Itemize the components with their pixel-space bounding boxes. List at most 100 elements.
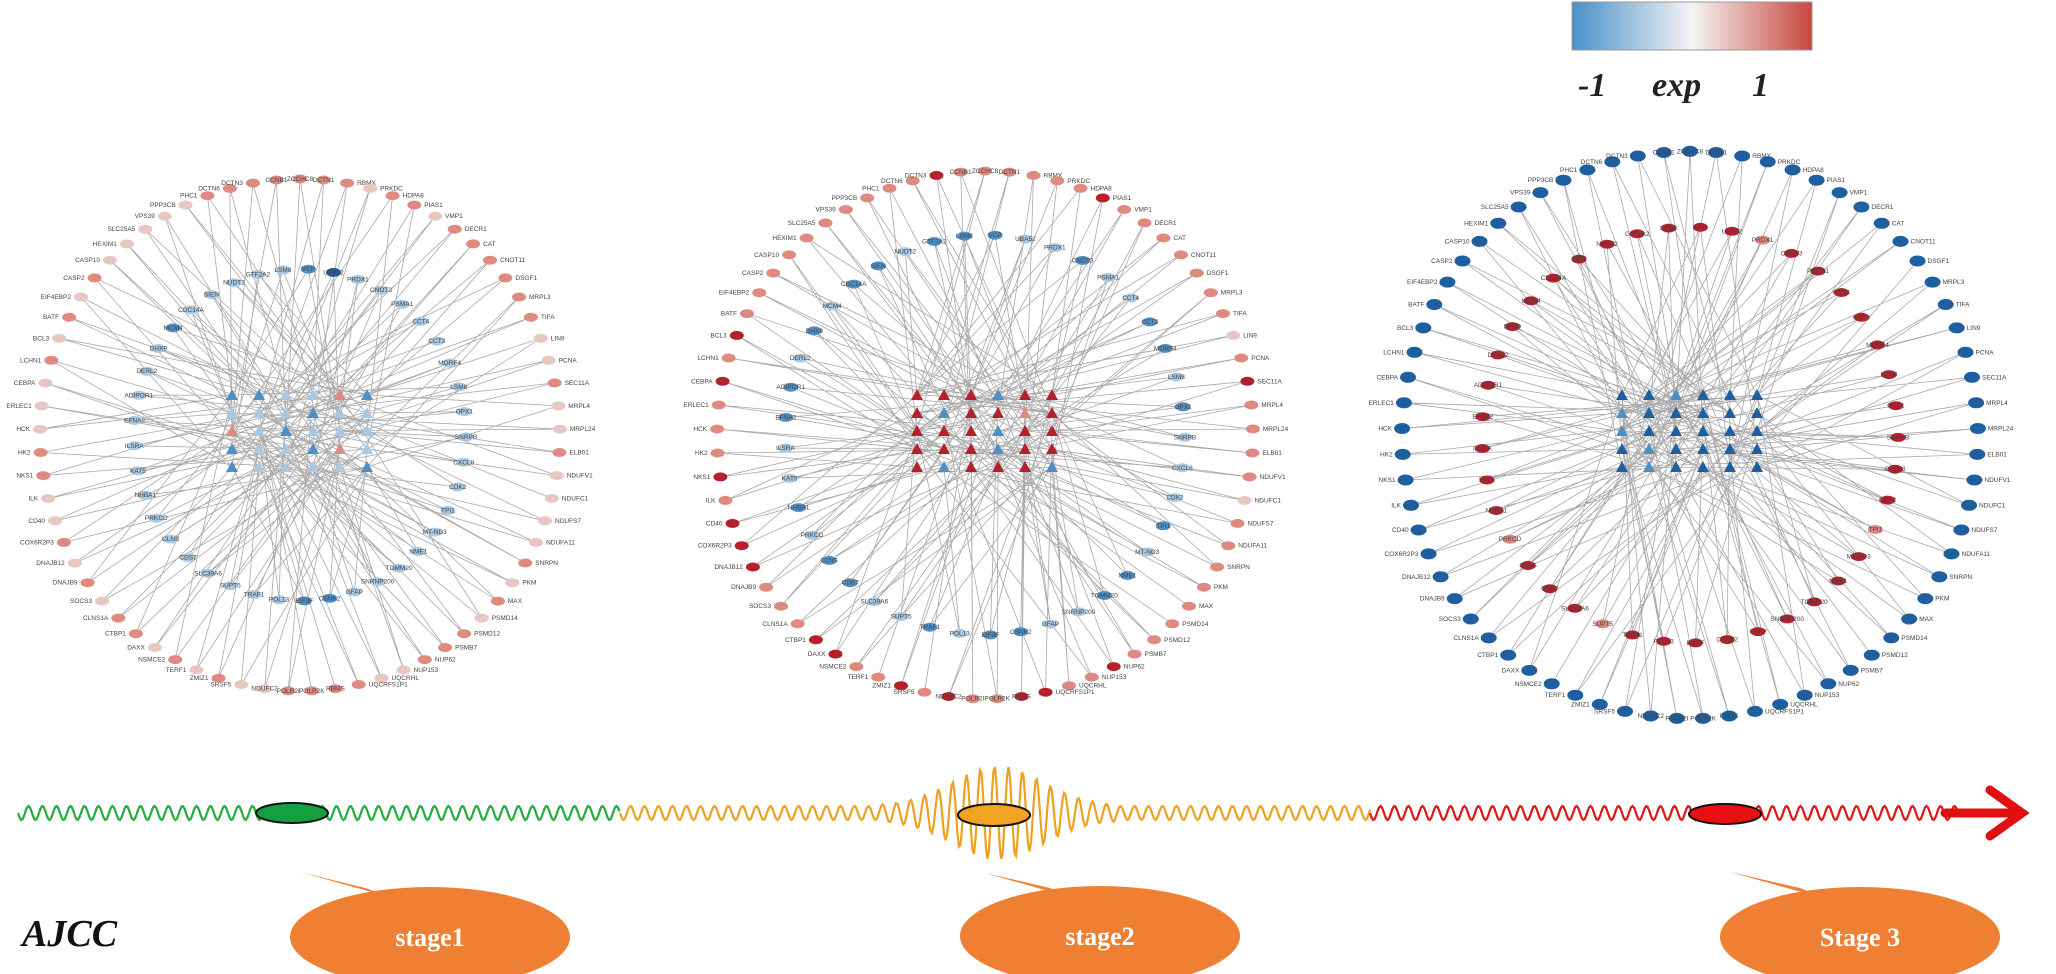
outer-node-ellipse bbox=[1397, 474, 1414, 486]
center-node-triangle bbox=[226, 443, 238, 454]
mid-node-ellipse bbox=[410, 547, 426, 556]
outer-node-label: PSMD12 bbox=[1164, 637, 1190, 644]
outer-node-label: NKS1 bbox=[1379, 477, 1396, 484]
outer-node: CAT bbox=[466, 239, 496, 249]
outer-node-label: ERLEC1 bbox=[6, 403, 32, 410]
center-node-triangle bbox=[965, 461, 977, 472]
outer-node-label: ILK bbox=[28, 496, 38, 503]
center-node-triangle bbox=[911, 443, 923, 454]
outer-node-ellipse bbox=[1084, 672, 1099, 682]
outer-node-label: SEC11A bbox=[565, 380, 590, 387]
outer-node-ellipse bbox=[1695, 712, 1712, 724]
outer-node-label: NDUFV1 bbox=[1260, 474, 1286, 481]
network-edges bbox=[717, 170, 1253, 699]
outer-node-ellipse bbox=[1439, 276, 1456, 288]
mid-node: OPX1 bbox=[1174, 402, 1192, 412]
outer-node-label: SOCS3 bbox=[1439, 616, 1461, 623]
outer-node-label: NUP153 bbox=[1102, 674, 1127, 681]
outer-node: CNOT11 bbox=[483, 255, 526, 265]
center-node-triangle bbox=[1019, 389, 1031, 400]
mid-node-label: KAT5 bbox=[1479, 477, 1495, 484]
outer-node: DECR1 bbox=[447, 224, 487, 234]
outer-node-ellipse bbox=[766, 268, 781, 278]
mid-node-label: LSM8 bbox=[1168, 374, 1185, 381]
outer-node: NDUFC2 bbox=[1638, 710, 1664, 722]
mid-node-ellipse bbox=[1480, 380, 1496, 390]
mid-node-label: MT-ND3 bbox=[1847, 554, 1872, 561]
mid-node: TOMM20 bbox=[1801, 597, 1828, 607]
mid-node: ILSRA bbox=[1473, 444, 1492, 453]
center-node-triangle bbox=[280, 443, 292, 454]
outer-node: HCK bbox=[693, 424, 725, 434]
mid-node-ellipse bbox=[1017, 234, 1033, 244]
outer-node-ellipse bbox=[1784, 164, 1801, 176]
mid-node-ellipse bbox=[777, 443, 793, 453]
timeline-stage3-wave bbox=[1368, 804, 1961, 822]
mid-node-label: CLNS bbox=[1519, 563, 1537, 570]
outer-node: PIAS1 bbox=[1095, 193, 1132, 203]
outer-node: PIAS1 bbox=[1808, 174, 1845, 186]
outer-node: HDPA8 bbox=[1073, 183, 1112, 193]
mid-node-label: EIF3F bbox=[296, 598, 314, 605]
center-node-triangle bbox=[1670, 425, 1682, 436]
outer-node: TIFA bbox=[1216, 309, 1247, 319]
outer-node-ellipse bbox=[552, 424, 567, 434]
mid-node: GFAP bbox=[346, 587, 363, 597]
outer-node-ellipse bbox=[990, 694, 1005, 704]
outer-node: POLR2K bbox=[1690, 712, 1717, 724]
outer-node: COX6R2P3 bbox=[1385, 548, 1437, 560]
center-node-triangle bbox=[226, 425, 238, 436]
mid-node: DHX9 bbox=[806, 326, 823, 336]
outer-node-label: DSGF1 bbox=[1207, 270, 1229, 277]
outer-node-ellipse bbox=[1230, 518, 1245, 528]
mid-node-label: NUDT2 bbox=[223, 280, 245, 287]
outer-node: BATF bbox=[1408, 299, 1443, 310]
mid-node: VCP bbox=[300, 264, 316, 274]
outer-node-ellipse bbox=[1245, 424, 1260, 434]
mid-node-ellipse bbox=[1784, 248, 1799, 258]
outer-node-label: CCNB1 bbox=[265, 177, 287, 184]
outer-node-label: NDUFS7 bbox=[555, 518, 581, 525]
mid-node: UBA52 bbox=[1015, 234, 1036, 244]
mid-node-ellipse bbox=[956, 231, 972, 241]
mid-node-ellipse bbox=[127, 415, 143, 425]
outer-node-ellipse bbox=[1961, 499, 1977, 511]
mid-node-ellipse bbox=[987, 230, 1003, 240]
outer-node: DNAJB12 bbox=[36, 558, 82, 568]
outer-node-ellipse bbox=[1234, 353, 1249, 363]
outer-node-label: MRPL3 bbox=[529, 294, 551, 301]
mid-node-ellipse bbox=[246, 590, 262, 599]
mid-node-label: MORF4 bbox=[1866, 342, 1889, 349]
outer-node-ellipse bbox=[1966, 474, 1983, 486]
outer-node-ellipse bbox=[1242, 472, 1257, 482]
outer-node-ellipse bbox=[1521, 664, 1538, 676]
outer-node: NDUFS7 bbox=[1953, 524, 1998, 536]
outer-node: CASP2 bbox=[63, 273, 102, 283]
center-node-triangle bbox=[361, 425, 373, 436]
mid-node-ellipse bbox=[783, 382, 799, 392]
outer-node-ellipse bbox=[1668, 712, 1685, 724]
center-node-triangle bbox=[1616, 443, 1628, 454]
outer-node: DSGF1 bbox=[498, 273, 537, 283]
mid-node-label: SNRNP200 bbox=[361, 579, 395, 586]
outer-node-label: PCNA bbox=[1251, 355, 1270, 362]
mid-node: PRDX1 bbox=[1752, 235, 1774, 245]
outer-node-label: DECR1 bbox=[465, 226, 487, 233]
outer-node-ellipse bbox=[147, 643, 162, 652]
mid-node-ellipse bbox=[1688, 638, 1703, 648]
outer-node: NUP153 bbox=[396, 665, 439, 675]
mid-node-label: NUDT2 bbox=[1596, 241, 1618, 248]
outer-node-label: CLNS1A bbox=[762, 621, 788, 628]
mid-node: PRDX1 bbox=[1044, 243, 1066, 253]
mid-node-ellipse bbox=[350, 274, 366, 284]
mid-node-label: PRDX1 bbox=[347, 276, 369, 283]
center-node-triangle bbox=[307, 443, 319, 454]
outer-node: DECR1 bbox=[1853, 201, 1894, 213]
outer-node-label: DCTN6 bbox=[198, 185, 220, 192]
outer-node: SRSF5 bbox=[210, 680, 249, 689]
timeline-marker-stage2 bbox=[957, 803, 1031, 827]
mid-node: CNOT3 bbox=[370, 285, 392, 295]
outer-node-ellipse bbox=[1073, 183, 1088, 193]
